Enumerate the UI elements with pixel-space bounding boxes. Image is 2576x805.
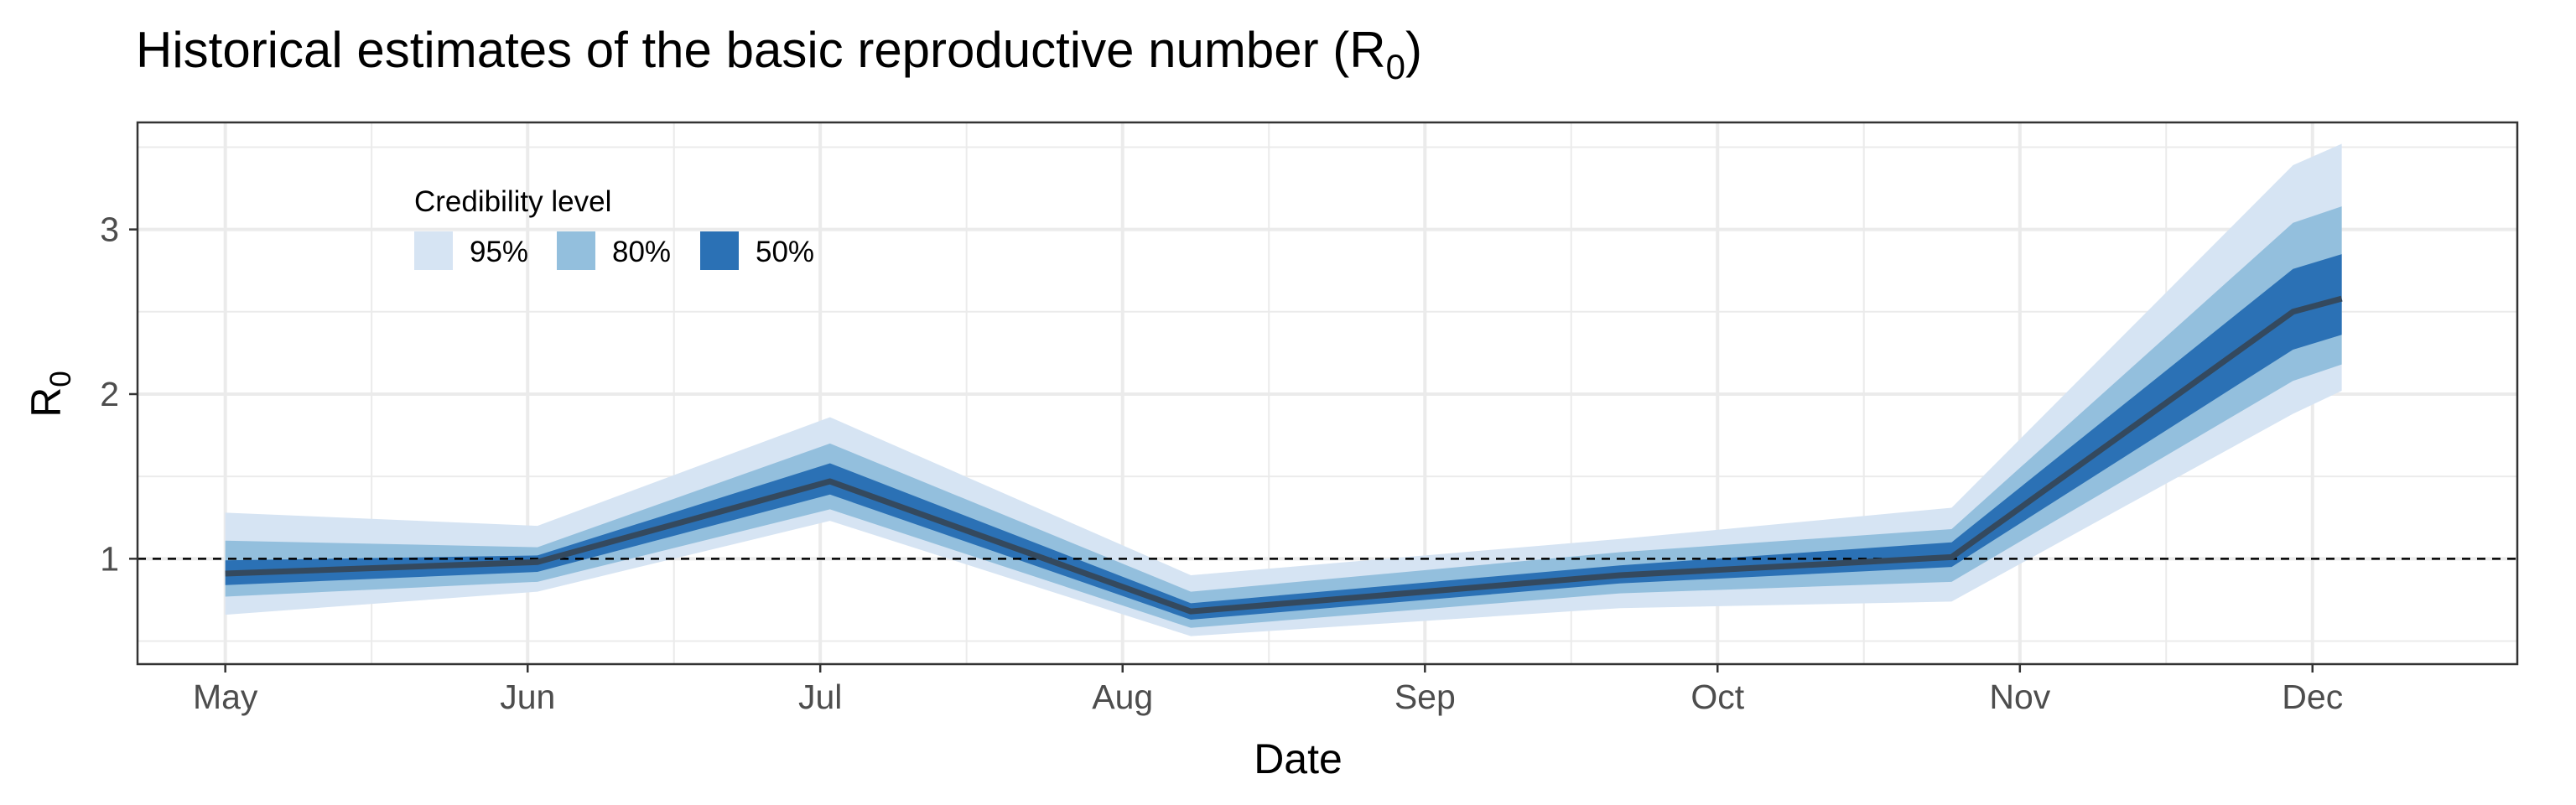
legend-label: 50% bbox=[756, 236, 814, 268]
y-axis: 1 2 3 bbox=[100, 210, 138, 578]
y-axis-title: R0 bbox=[23, 371, 77, 418]
median-line bbox=[225, 295, 2343, 615]
band-80 bbox=[225, 206, 2342, 628]
x-tick-label: Dec bbox=[2282, 678, 2343, 716]
legend: Credibility level 95% 80% 50% bbox=[414, 185, 814, 270]
y-tick-label: 2 bbox=[100, 375, 119, 413]
x-axis-title: Date bbox=[1254, 735, 1343, 782]
chart-title: Historical estimates of the basic reprod… bbox=[136, 22, 1422, 86]
y-tick-label: 1 bbox=[100, 539, 119, 578]
legend-label: 80% bbox=[612, 236, 671, 268]
legend-title: Credibility level bbox=[414, 185, 611, 218]
credibility-bands bbox=[225, 143, 2342, 636]
median-line-group bbox=[225, 295, 2343, 615]
x-tick-label: Jul bbox=[798, 678, 842, 716]
legend-swatch bbox=[414, 231, 453, 270]
y-tick-label: 3 bbox=[100, 210, 119, 249]
x-tick-label: Oct bbox=[1690, 678, 1744, 716]
legend-swatch bbox=[557, 231, 595, 270]
x-tick-label: Jun bbox=[500, 678, 555, 716]
x-tick-label: May bbox=[193, 678, 258, 716]
x-tick-label: Nov bbox=[1989, 678, 2050, 716]
legend-label: 95% bbox=[470, 236, 528, 268]
legend-swatch bbox=[700, 231, 739, 270]
x-tick-label: Aug bbox=[1092, 678, 1153, 716]
x-tick-label: Sep bbox=[1394, 678, 1456, 716]
x-axis: May Jun Jul Aug Sep Oct Nov Dec bbox=[193, 664, 2343, 716]
